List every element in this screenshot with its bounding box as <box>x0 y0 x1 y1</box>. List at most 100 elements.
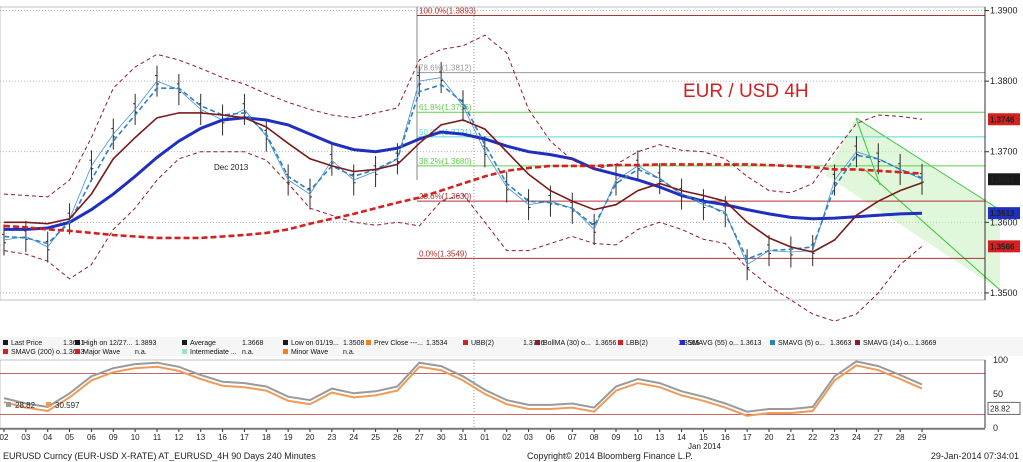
legend-swatch <box>75 349 80 354</box>
x-tick-label: 16 <box>721 433 730 442</box>
fib-label: 0.0%(1.3549) <box>419 249 467 258</box>
legend-label: SMAVG (14) o... <box>863 340 914 347</box>
x-tick-label: 26 <box>393 433 402 442</box>
rsi-tick-label: 0 <box>993 423 998 433</box>
x-tick-label: 23 <box>830 433 839 442</box>
x-tick-label: 09 <box>109 433 118 442</box>
channel-edge <box>855 117 881 186</box>
legend-bg <box>0 337 1023 356</box>
fib-label: 78.6%(1.3812) <box>419 64 472 73</box>
time-axis: 02 03 04 05 06 09 10 11 12 13 16 17 18 19 20 23 24 25 26 27… <box>0 163 985 451</box>
x-tick-label: 15 <box>699 433 708 442</box>
legend-swatch <box>283 349 288 354</box>
legend-swatch <box>855 340 860 345</box>
series-line <box>3 34 923 198</box>
x-tick-label: 08 <box>590 433 599 442</box>
price-tag <box>988 113 1020 126</box>
legend-swatch <box>463 340 468 345</box>
price-axis: 1.3500 1.3600 1.3700 1.3800 1.3900 1.3746 1.36… <box>984 6 1020 300</box>
rsi-legend-label: 30.597 <box>55 401 80 410</box>
channel-fill <box>825 118 1000 290</box>
legend-label: Prev Close ---... <box>374 340 423 347</box>
x-tick-label: 01 <box>480 433 489 442</box>
legend-swatch <box>3 340 8 345</box>
y-tick-label: 1.3600 <box>990 217 1018 227</box>
x-tick-label: 23 <box>327 433 336 442</box>
legend-value: 1.3663 <box>830 340 852 347</box>
series-line <box>3 163 923 240</box>
legend-label: Minor Wave <box>291 349 328 356</box>
legend-label: BollMA (30) o... <box>543 340 591 347</box>
fib-label: 23.6%(1.3630) <box>419 192 472 201</box>
x-tick-label: 24 <box>852 433 861 442</box>
x-tick-label: 11 <box>153 433 162 442</box>
rsi-tick-label: 100 <box>993 355 1008 365</box>
price-tag <box>988 240 1020 253</box>
legend-label: Major Wave <box>83 349 120 356</box>
indicator-lines <box>3 34 923 322</box>
y-tick-label: 1.3500 <box>990 288 1018 298</box>
x-tick-label: 13 <box>196 433 205 442</box>
legend-label: UBB(2) <box>471 340 494 347</box>
legend-label: High on 12/27... <box>83 340 132 347</box>
legend-swatch <box>182 349 187 354</box>
price-tag <box>988 207 1020 220</box>
x-tick-label: 30 <box>437 433 446 442</box>
x-tick-label: 12 <box>174 433 183 442</box>
x-tick-label: 28 <box>896 433 905 442</box>
legend-swatch <box>283 340 288 345</box>
y-tick-label: 1.3900 <box>990 6 1018 16</box>
rsi-panel: 100 50 0 28.82 28.82 30.597 <box>0 355 1021 433</box>
footer-center: Copyright© 2014 Bloomberg Finance L.P. <box>527 451 693 461</box>
legend-label: SMAVG (55) o... <box>688 340 739 347</box>
series-line <box>4 116 923 231</box>
rsi-legend-swatch <box>6 402 11 407</box>
x-tick-label: 21 <box>786 433 795 442</box>
legend-swatch <box>535 340 540 345</box>
x-tick-label: 18 <box>262 433 271 442</box>
legend-value: 1.3669 <box>915 340 937 347</box>
fib-label: 100.0%(1.3893) <box>419 6 476 15</box>
legend-value: n.a. <box>343 349 355 356</box>
falling-channel <box>825 117 1001 291</box>
x-tick-label: 16 <box>218 433 227 442</box>
legend-value: 1.3893 <box>135 340 157 347</box>
legend-value: 1.3508 <box>343 340 365 347</box>
x-tick-label: 20 <box>765 433 774 442</box>
legend-value: n.a. <box>135 349 147 356</box>
price-tag-label: 1.3566 <box>990 242 1015 251</box>
legend-value: 1.3656 <box>595 340 617 347</box>
y-tick-label: 1.3800 <box>990 76 1018 86</box>
price-tag <box>988 173 1020 186</box>
channel-lower <box>864 169 1001 291</box>
legend-value: 1.3613 <box>740 340 762 347</box>
x-tick-label: 19 <box>284 433 293 442</box>
rsi-tick-label: 50 <box>993 389 1003 399</box>
x-tick-label: 10 <box>131 433 140 442</box>
legend-value: 1.3663 <box>63 349 85 356</box>
legend-label: SMAVG (200) o... <box>11 349 66 356</box>
x-tick-label: 06 <box>87 433 96 442</box>
legend-label: LBB(2) <box>626 340 648 347</box>
x-tick-label: 10 <box>633 433 642 442</box>
fib-label: 61.8%(1.3756) <box>419 103 472 112</box>
x-tick-label: 02 <box>0 433 9 442</box>
footer: EURUSD Curncy (EUR-USD X-RATE) AT_EURUSD… <box>3 451 1019 461</box>
legend-swatch <box>618 340 623 345</box>
legend-swatch <box>3 349 8 354</box>
x-tick-label: 27 <box>874 433 883 442</box>
legend-label: Average <box>190 340 216 347</box>
legend-value: n.a. <box>242 349 254 356</box>
legend-label: Low on 01/19... <box>291 340 339 347</box>
x-tick-label: 13 <box>655 433 664 442</box>
y-tick-label: 1.3700 <box>990 147 1018 157</box>
legend-label: Intermediate ... <box>190 349 237 356</box>
channel-upper <box>855 117 1001 211</box>
x-tick-label: 06 <box>546 433 555 442</box>
x-tick-label: 14 <box>677 433 686 442</box>
x-tick-label: 29 <box>918 433 927 442</box>
legend-value: 1.3746 <box>523 340 545 347</box>
footer-left: EURUSD Curncy (EUR-USD X-RATE) AT_EURUSD… <box>3 451 316 461</box>
